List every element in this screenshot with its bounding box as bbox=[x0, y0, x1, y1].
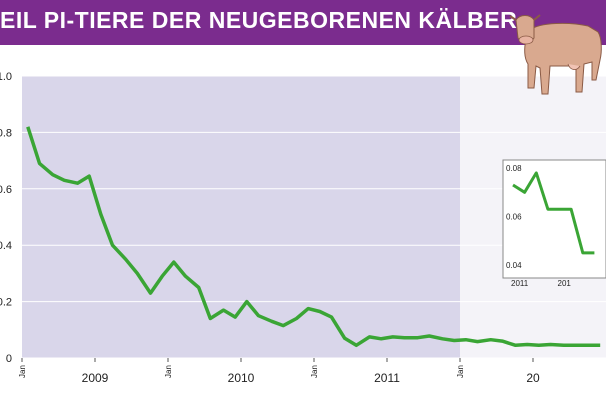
y-tick-label: 0.2 bbox=[0, 297, 12, 309]
series-line bbox=[26, 126, 601, 348]
x-axis-ticks: Jan 2009 Jan 2010 Jan 2011 Jan 20 bbox=[18, 358, 540, 385]
x-tick-label: 2009 bbox=[82, 371, 109, 385]
y-axis-ticks: 0 0.2 0.4 0.6 0.8 1.0 bbox=[0, 71, 12, 365]
y-tick-label: 0.4 bbox=[0, 240, 12, 252]
chart-title: EIL PI-TIERE DER NEUGEBORENEN KÄLBER bbox=[0, 7, 518, 33]
x-tick-label: 20 bbox=[526, 371, 540, 385]
y-tick-label: 0.6 bbox=[0, 184, 12, 196]
x-tick-label: Jan bbox=[18, 365, 27, 378]
inset-x-tick-label: 201 bbox=[558, 279, 572, 288]
y-tick-label: 1.0 bbox=[0, 71, 12, 83]
x-tick-label: 2011 bbox=[374, 371, 400, 385]
x-tick-label: 2010 bbox=[228, 371, 255, 385]
inset-plot: 0.04 0.06 0.08 2011 201 bbox=[502, 159, 606, 288]
inset-x-tick-label: 2011 bbox=[511, 279, 529, 288]
y-tick-label: 0 bbox=[6, 353, 12, 365]
x-tick-label: Jan bbox=[164, 365, 173, 378]
inset-y-axis-ticks: 0.04 0.06 0.08 bbox=[506, 164, 522, 270]
x-tick-label: Jan bbox=[456, 365, 465, 378]
inset-y-tick-label: 0.04 bbox=[506, 261, 522, 270]
inset-x-axis-ticks: 2011 201 bbox=[511, 279, 571, 288]
inset-series-line bbox=[512, 171, 595, 255]
inset-y-tick-label: 0.08 bbox=[506, 164, 522, 173]
x-tick-label: Jan bbox=[310, 365, 319, 378]
title-bar: EIL PI-TIERE DER NEUGEBORENEN KÄLBER bbox=[0, 0, 606, 45]
cow-illustration-icon bbox=[509, 14, 602, 95]
y-tick-label: 0.8 bbox=[0, 127, 12, 139]
inset-y-tick-label: 0.06 bbox=[506, 213, 522, 222]
inset-background bbox=[502, 159, 606, 279]
